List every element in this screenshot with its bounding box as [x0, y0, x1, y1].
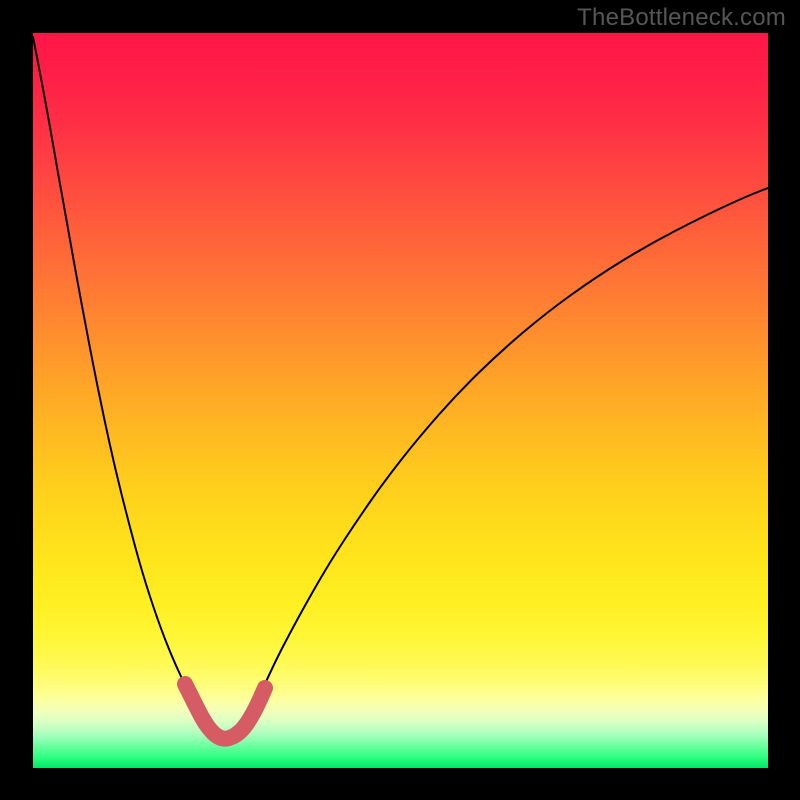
- plot-background: [33, 33, 768, 768]
- watermark-text: TheBottleneck.com: [577, 4, 786, 32]
- bottleneck-chart-svg: [0, 0, 800, 800]
- chart-container: { "watermark": { "text": "TheBottleneck.…: [0, 0, 800, 800]
